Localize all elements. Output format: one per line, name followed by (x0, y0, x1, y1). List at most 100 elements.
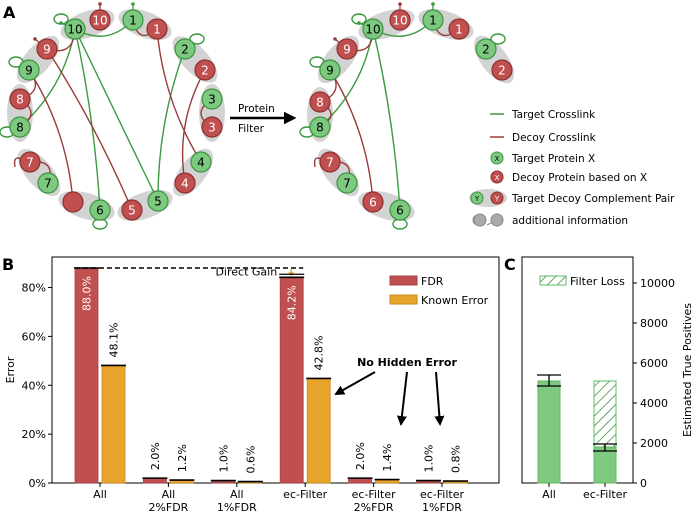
complement-pair-background (17, 149, 61, 196)
true-positives-bar (593, 446, 617, 484)
decoy-protein-node (36, 38, 58, 60)
legend-filter-loss-swatch (539, 275, 567, 286)
protein-node-label: 6 (369, 196, 377, 210)
protein-node-label: 2 (482, 43, 490, 57)
target-protein-node (422, 9, 444, 31)
protein-node-label: 5 (128, 204, 136, 218)
x-tick-label: ec-Filter (283, 488, 328, 501)
protein-filter-arrow: Protein Filter (230, 103, 297, 135)
decoy-protein-node (146, 18, 168, 40)
y-glyph: Y (474, 195, 480, 203)
target-protein-icon (490, 151, 504, 165)
additional-info-dot (333, 37, 337, 41)
target-protein-node (122, 9, 144, 31)
y-tick-label: 6000 (640, 357, 668, 370)
bar-value-label: 1.0% (423, 445, 436, 473)
legend-target-protein: Target Protein X (511, 153, 595, 165)
target-crosslink (157, 48, 186, 202)
protein-node-label: 7 (326, 156, 334, 170)
protein-node-label: 6 (396, 204, 404, 218)
complement-pair-background (173, 148, 213, 197)
pair-target-icon (470, 191, 484, 205)
protein-node-label: 8 (16, 93, 24, 107)
target-protein-node (389, 199, 411, 221)
decoy-crosslink (28, 69, 74, 203)
target-protein-node (190, 151, 212, 173)
legend-pair: Target Decoy Complement Pair (511, 193, 675, 205)
y-tick-label: 4000 (640, 397, 668, 410)
direct-gain-label: Direct Gain (215, 265, 277, 278)
legend-fdr-swatch (389, 275, 418, 286)
protein-node-label: 4 (181, 177, 189, 191)
complement-pair-background (317, 35, 360, 84)
protein-node-label: 5 (154, 195, 162, 209)
self-link-loop (490, 33, 506, 45)
decoy-self-loop (313, 157, 322, 168)
x-tick-label: All (162, 488, 176, 501)
x-tick-label: ec-Filter (583, 488, 628, 501)
additional-info-dot (431, 2, 435, 6)
decoy-crosslink (329, 69, 374, 203)
protein-node-label: 10 (392, 14, 407, 28)
decoy-protein-node (336, 38, 358, 60)
legend-decoy-protein: Decoy Protein based on X (512, 172, 647, 184)
target-protein-node (336, 172, 358, 194)
decoy-crosslink (156, 28, 202, 163)
y-tick-label: 8000 (640, 317, 668, 330)
known-error-bar (101, 365, 126, 484)
filter-label-1: Protein (238, 103, 275, 115)
y-axis-label: Estimated True Positives (681, 303, 694, 437)
no-hidden-error-annotation: No Hidden Error (357, 356, 457, 369)
y-tick-label: 0% (29, 477, 46, 490)
decoy-protein-node (9, 88, 31, 110)
target-protein-node (362, 18, 384, 40)
protein-node-label: 7 (343, 177, 351, 191)
additional-info-dot (131, 2, 135, 6)
additional-info-icon (472, 213, 504, 227)
target-protein-node (309, 116, 331, 138)
complement-pair-background (474, 35, 514, 84)
protein-node-label: 2 (498, 64, 506, 78)
bar-value-label: 1.4% (381, 444, 394, 472)
bar-value-label: 48.1% (108, 323, 121, 358)
y-axis-label: Error (4, 356, 17, 383)
x-tick-label-sub: 2%FDR (354, 501, 394, 514)
protein-node-label: 10 (92, 14, 107, 28)
legend-decoy-crosslink: Decoy Crosslink (512, 132, 597, 144)
target-crosslink (74, 28, 101, 211)
bar-value-label: 1.0% (217, 445, 230, 473)
decoy-protein-node (319, 151, 341, 173)
x-glyph: X (495, 174, 500, 182)
decoy-protein-node (389, 9, 411, 31)
pair-decoy-icon (490, 191, 504, 205)
y-tick-label: 2000 (640, 437, 668, 450)
y-tick-label: 0 (640, 477, 647, 490)
protein-node-label: 2 (201, 64, 209, 78)
decoy-protein-node (121, 199, 143, 221)
decoy-protein-node (89, 9, 111, 31)
protein-node-label: 9 (25, 64, 33, 78)
x-tick-label: All (93, 488, 107, 501)
legend-label: FDR (421, 275, 444, 288)
protein-node-label: 10 (365, 23, 380, 37)
target-protein-node (89, 199, 111, 221)
y-tick-label: 80% (22, 282, 46, 295)
filter-loss-bar (593, 380, 617, 448)
decoy-protein-node (491, 59, 513, 81)
protein-node-label: 3 (208, 93, 216, 107)
annotation-arrow (396, 371, 408, 426)
additional-info-dot (357, 21, 361, 25)
legend-label: Known Error (421, 294, 489, 307)
target-protein-node (475, 38, 497, 60)
target-protein-node (37, 172, 59, 194)
target-protein-node (319, 59, 341, 81)
true-positives-bar-chart: 0 2000 4000 6000 8000 10000 Estimated True Pos… (521, 256, 694, 501)
legend-additional: additional information (512, 215, 628, 227)
protein-node-label: 7 (26, 156, 34, 170)
protein-node-label: 1 (429, 14, 437, 28)
protein-node-label: 8 (316, 121, 324, 135)
protein-node-label: 1 (129, 14, 137, 28)
protein-node-label: 2 (181, 43, 189, 57)
